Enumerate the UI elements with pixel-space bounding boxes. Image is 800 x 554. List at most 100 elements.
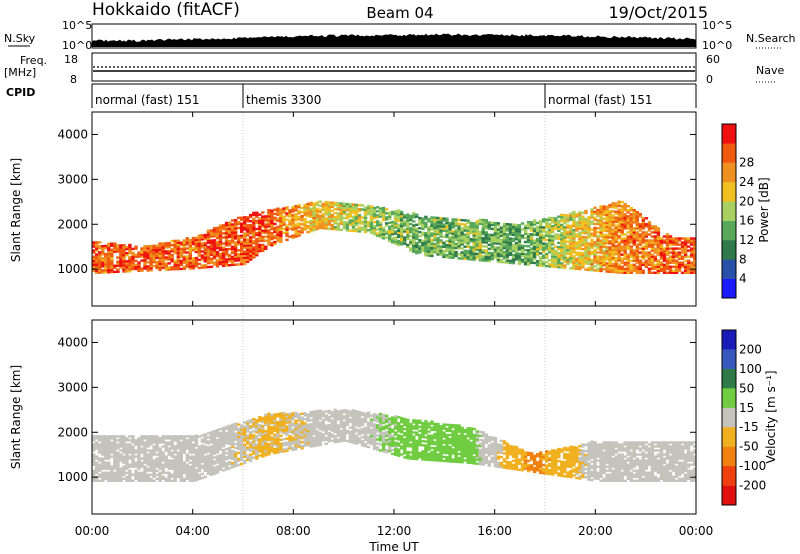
- range-cell: [381, 450, 386, 453]
- range-cell: [427, 242, 431, 245]
- range-cell: [327, 211, 331, 214]
- range-cell: [614, 259, 618, 262]
- range-cell: [626, 253, 630, 256]
- range-cell: [303, 412, 307, 415]
- range-cell: [351, 431, 356, 434]
- range-cell: [529, 229, 534, 232]
- range-cell: [194, 238, 199, 242]
- range-cell: [218, 440, 223, 443]
- range-cell: [481, 237, 485, 240]
- range-cell: [659, 251, 664, 254]
- range-cell: [173, 249, 177, 253]
- range-cell: [324, 205, 328, 208]
- range-cell: [246, 242, 250, 245]
- range-cell: [203, 435, 208, 438]
- range-cell: [378, 231, 383, 235]
- range-cell: [315, 207, 319, 210]
- range-cell: [454, 222, 458, 225]
- range-cell: [357, 214, 362, 217]
- range-cell: [116, 445, 120, 448]
- range-cell: [357, 410, 362, 414]
- range-cell: [403, 214, 407, 217]
- range-cell: [554, 235, 558, 238]
- range-cell: [255, 429, 259, 432]
- range-cell: [605, 215, 609, 219]
- range-cell: [330, 201, 334, 204]
- range-cell: [101, 247, 105, 250]
- range-cell: [98, 467, 102, 470]
- range-cell: [593, 222, 597, 226]
- range-cell: [200, 448, 205, 451]
- range-cell: [351, 429, 356, 432]
- range-cell: [143, 473, 147, 476]
- range-cell: [267, 221, 271, 224]
- range-cell: [539, 262, 543, 265]
- range-cell: [357, 216, 362, 219]
- range-cell: [448, 240, 452, 243]
- range-cell: [158, 471, 162, 474]
- range-cell: [224, 242, 229, 245]
- range-cell: [617, 200, 621, 203]
- range-cell: [294, 229, 298, 232]
- range-cell: [366, 427, 371, 431]
- range-cell: [354, 209, 359, 213]
- range-cell: [391, 222, 395, 226]
- range-cell: [668, 239, 673, 242]
- range-cell: [403, 240, 407, 243]
- range-cell: [170, 455, 174, 458]
- range-cell: [445, 229, 449, 233]
- range-cell: [92, 245, 96, 248]
- range-cell: [481, 226, 485, 230]
- range-cell: [237, 445, 241, 449]
- range-cell: [623, 247, 627, 250]
- range-cell: [348, 219, 353, 222]
- range-cell: [185, 475, 189, 478]
- range-cell: [203, 447, 208, 450]
- range-cell: [369, 223, 374, 226]
- range-cell: [484, 233, 488, 236]
- range-cell: [161, 266, 165, 269]
- range-cell: [167, 250, 171, 253]
- range-cell: [354, 420, 359, 423]
- range-cell: [626, 239, 630, 242]
- range-cell: [261, 211, 265, 214]
- range-cell: [203, 445, 208, 448]
- range-cell: [131, 473, 135, 476]
- range-cell: [529, 233, 534, 236]
- range-cell: [632, 235, 636, 238]
- range-cell: [243, 218, 247, 221]
- range-cell: [140, 475, 144, 478]
- range-cell: [233, 446, 238, 450]
- range-cell: [587, 232, 591, 235]
- range-cell: [300, 440, 304, 444]
- range-cell: [107, 256, 111, 260]
- range-cell: [246, 240, 250, 243]
- range-cell: [279, 442, 283, 445]
- range-cell: [505, 237, 510, 240]
- range-cell: [457, 240, 461, 244]
- range-cell: [635, 271, 639, 274]
- range-cell: [590, 269, 594, 272]
- range-cell: [427, 220, 431, 223]
- range-cell: [179, 451, 183, 454]
- range-cell: [312, 440, 316, 444]
- range-cell: [212, 470, 217, 473]
- range-cell: [125, 465, 129, 468]
- range-cell: [566, 220, 570, 223]
- range-cell: [309, 228, 313, 231]
- range-cell: [375, 216, 380, 219]
- range-cell: [617, 269, 621, 272]
- range-cell: [203, 469, 208, 472]
- range-cell: [345, 202, 350, 206]
- range-cell: [261, 445, 265, 448]
- range-cell: [569, 224, 573, 227]
- range-cell: [397, 239, 401, 243]
- range-cell: [605, 252, 609, 255]
- range-cell: [463, 237, 467, 240]
- range-cell: [300, 211, 304, 214]
- range-cell: [611, 268, 615, 272]
- range-cell: [315, 227, 319, 231]
- range-cell: [212, 472, 217, 475]
- range-cell: [484, 219, 488, 222]
- range-cell: [291, 222, 295, 225]
